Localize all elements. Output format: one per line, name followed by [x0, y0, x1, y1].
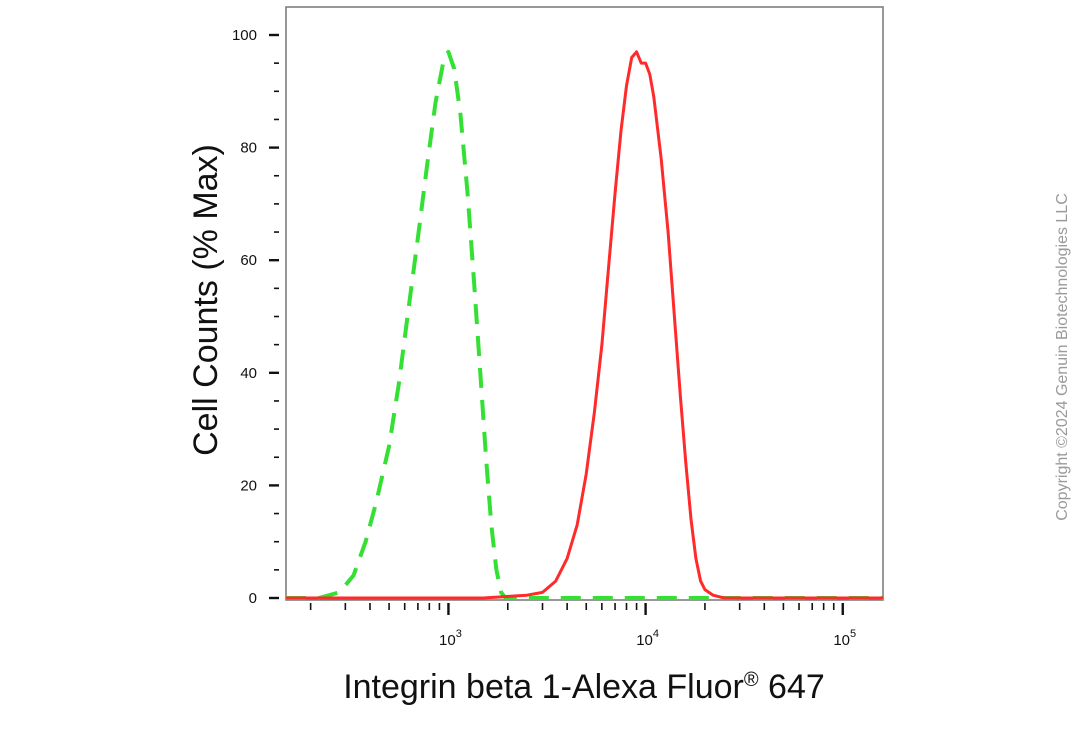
- y-tick-label: 100: [232, 27, 257, 44]
- plot-frame: [285, 6, 884, 601]
- y-tick-label: 60: [240, 252, 257, 269]
- x-axis-label-registered-mark: ®: [744, 669, 759, 691]
- isotype-control-curve: [286, 49, 883, 600]
- histogram-series: [286, 49, 883, 600]
- x-axis-label: Integrin beta 1-Alexa Fluor® 647: [343, 668, 825, 706]
- x-axis-label-tail: 647: [759, 668, 825, 706]
- sample-curve: [286, 50, 883, 600]
- y-tick-label: 40: [240, 365, 257, 382]
- x-axis-label-main: Integrin beta 1-Alexa Fluor: [343, 668, 744, 706]
- x-axis-ticks: 103 104 105: [309, 603, 856, 649]
- y-tick-label: 0: [249, 590, 257, 607]
- copyright-notice: Copyright ©2024 Genuin Biotechnologies L…: [1054, 193, 1071, 521]
- x-tick-label: 104: [636, 628, 659, 649]
- x-tick-label: 105: [833, 628, 856, 649]
- y-tick-label: 20: [240, 477, 257, 494]
- y-tick-label: 80: [240, 140, 257, 157]
- y-axis-ticks: 0 20 40 60 80 100: [232, 27, 279, 607]
- y-axis-label: Cell Counts (% Max): [187, 144, 225, 456]
- x-tick-label: 103: [439, 628, 462, 649]
